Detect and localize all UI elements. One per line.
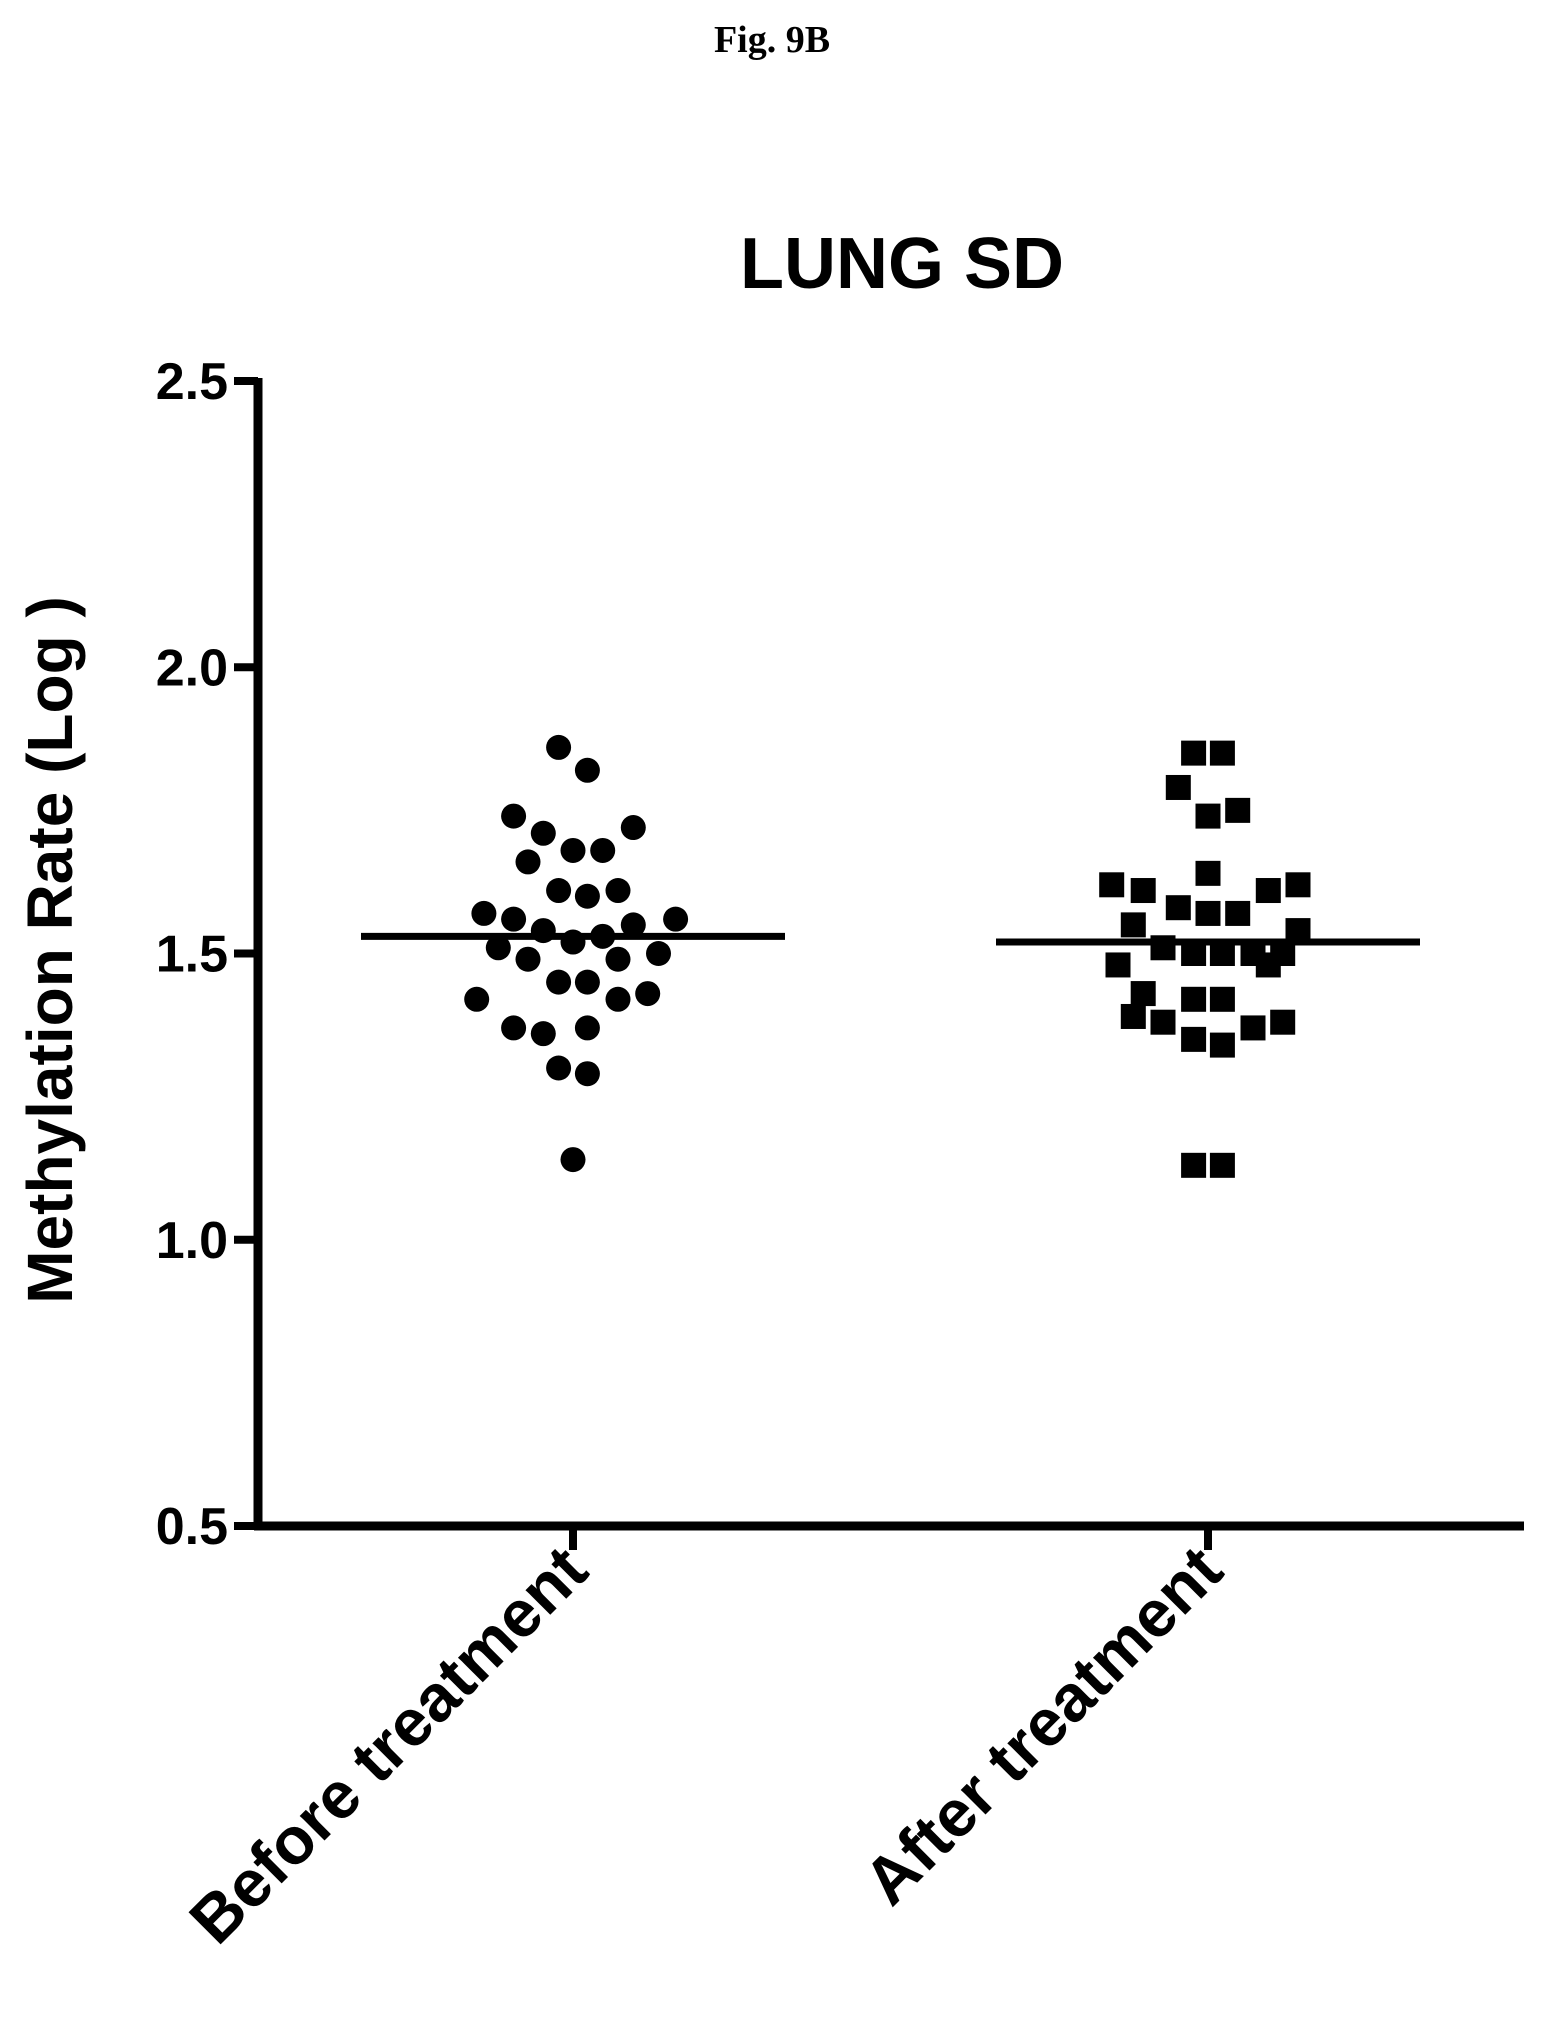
data-point <box>530 820 556 846</box>
data-point <box>574 1015 600 1041</box>
data-point <box>1195 860 1221 886</box>
y-tick-label: 2.0 <box>156 639 228 697</box>
data-point <box>501 1015 527 1041</box>
data-point <box>1130 878 1156 904</box>
data-point <box>501 906 527 932</box>
data-point <box>1255 878 1281 904</box>
figure-label: Fig. 9B <box>714 19 830 61</box>
data-point <box>663 906 689 932</box>
data-point <box>1165 895 1191 921</box>
data-point <box>574 757 600 783</box>
y-tick-label: 2.5 <box>156 353 228 411</box>
data-point <box>1209 740 1235 766</box>
data-point <box>620 815 646 841</box>
data-point <box>590 837 616 863</box>
data-point <box>1209 1032 1235 1058</box>
data-point <box>1150 1009 1176 1035</box>
data-point <box>1209 986 1235 1012</box>
data-point <box>1105 952 1131 978</box>
x-category-label: Before treatment <box>175 1532 601 1958</box>
data-point <box>605 986 631 1012</box>
x-category-label: After treatment <box>849 1532 1236 1919</box>
data-point <box>560 837 586 863</box>
data-point <box>464 986 490 1012</box>
data-point <box>546 969 572 995</box>
data-point <box>1225 900 1251 926</box>
data-point <box>1255 952 1281 978</box>
data-point <box>471 900 497 926</box>
data-point <box>1285 872 1311 898</box>
data-point <box>605 878 631 904</box>
data-point <box>546 1055 572 1081</box>
data-point <box>635 981 661 1007</box>
data-point <box>620 912 646 938</box>
y-tick-label: 1.5 <box>156 926 228 984</box>
data-point <box>1195 900 1221 926</box>
data-point <box>1165 774 1191 800</box>
data-point <box>1195 803 1221 829</box>
data-point <box>1181 740 1207 766</box>
data-point <box>1240 1015 1266 1041</box>
data-point <box>574 969 600 995</box>
data-point <box>1120 1003 1146 1029</box>
y-axis-title: Methylation Rate (Log ) <box>14 596 86 1304</box>
plot-area: 0.5 1.0 1.5 2.0 2.5 Before treatment After tre… <box>156 353 1524 1957</box>
data-point <box>574 883 600 909</box>
chart-title: LUNG SD <box>740 224 1064 304</box>
data-point <box>1130 981 1156 1007</box>
data-point <box>605 946 631 972</box>
data-point <box>1181 1152 1207 1178</box>
y-tick-label: 1.0 <box>156 1212 228 1270</box>
data-point <box>560 1147 586 1173</box>
data-point <box>501 803 527 829</box>
data-point <box>515 849 541 875</box>
data-point <box>1225 797 1251 823</box>
data-point <box>1209 1152 1235 1178</box>
data-point <box>1120 912 1146 938</box>
data-point <box>485 935 511 961</box>
data-point <box>515 946 541 972</box>
data-point <box>530 1021 556 1047</box>
data-point <box>546 734 572 760</box>
data-point <box>1181 1026 1207 1052</box>
data-point <box>1270 1009 1296 1035</box>
y-tick-label: 0.5 <box>156 1498 228 1556</box>
data-point <box>546 878 572 904</box>
data-point <box>1181 986 1207 1012</box>
data-point <box>1099 872 1125 898</box>
data-point <box>646 941 671 966</box>
data-point <box>574 1061 600 1087</box>
